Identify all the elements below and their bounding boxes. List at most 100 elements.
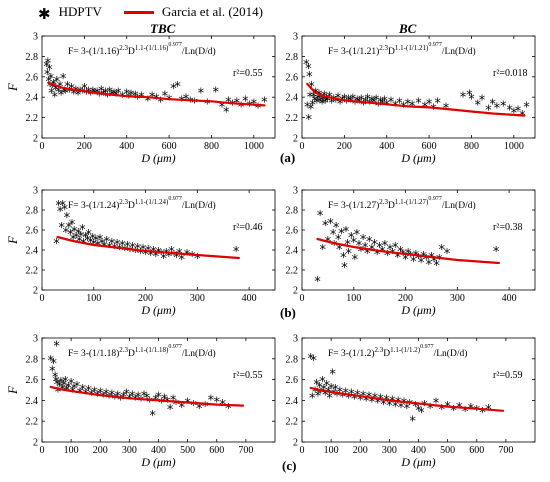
data-point: * (97, 233, 104, 248)
x-tick-label: 200 (77, 141, 92, 152)
data-point: * (43, 60, 50, 75)
data-point: * (330, 228, 337, 243)
data-point: * (129, 389, 136, 404)
data-point: * (415, 404, 422, 419)
data-point: * (325, 385, 332, 400)
data-point: * (47, 80, 54, 95)
data-point: * (64, 211, 71, 226)
data-point: * (106, 241, 113, 256)
data-point: * (87, 88, 94, 103)
data-point: * (223, 106, 230, 121)
data-point: * (100, 88, 107, 103)
data-point: * (63, 226, 70, 241)
data-point: * (61, 85, 68, 100)
fit-equation: F= 3-(1/1.2)2.3D1.1-(1/1.2)0.977/Ln(D/d) (328, 344, 467, 359)
data-point: * (322, 219, 329, 234)
y-tick-label: 2.2 (286, 417, 299, 428)
data-point: * (157, 96, 164, 111)
row-label-a: (a) (280, 150, 296, 165)
r-squared-label: r²=0.59 (493, 370, 522, 381)
data-point: * (191, 97, 198, 112)
data-point: * (62, 86, 69, 101)
data-point: * (466, 88, 473, 103)
data-point: * (392, 241, 399, 256)
data-point: * (309, 392, 316, 407)
data-point: * (85, 228, 92, 243)
data-point: * (402, 253, 409, 268)
data-point: * (363, 395, 370, 410)
data-point: * (306, 113, 313, 128)
data-point: * (48, 72, 55, 87)
data-point: * (93, 234, 100, 249)
y-tick-label: 2.4 (26, 246, 39, 257)
data-point: * (427, 402, 434, 417)
data-point: * (141, 389, 148, 404)
fit-equation: F= 3-(1/1.18)2.3D1.1-(1/1.18)0.977/Ln(D/… (68, 344, 216, 359)
data-point: * (320, 93, 327, 108)
legend-line-label: Garcia et al. (2014) (161, 4, 263, 19)
y-tick-label: 2 (293, 438, 298, 449)
data-point: * (400, 101, 407, 116)
data-point: * (515, 105, 522, 120)
x-axis-label: D (μm) (400, 151, 435, 165)
plot-frame (301, 189, 536, 291)
data-point: * (479, 93, 486, 108)
y-tick-label: 2.8 (286, 354, 299, 365)
x-tick-label: 0 (40, 141, 45, 152)
data-point: * (395, 396, 402, 411)
data-point: * (322, 97, 329, 112)
data-point: * (307, 352, 314, 367)
data-point: * (219, 101, 226, 116)
data-point: * (333, 96, 340, 111)
legend-line-swatch (123, 10, 154, 14)
data-point: * (111, 242, 118, 257)
data-point: * (119, 239, 126, 254)
data-point: * (198, 86, 205, 101)
data-point: * (315, 92, 322, 107)
x-tick-label: 1000 (504, 141, 524, 152)
data-point: * (500, 100, 507, 115)
data-point: * (506, 104, 513, 119)
data-point: * (50, 357, 57, 372)
y-tick-label: 2.6 (286, 226, 299, 237)
data-point: * (123, 87, 130, 102)
data-point: * (444, 247, 451, 262)
data-point: * (423, 253, 430, 268)
x-tick-label: 600 (209, 445, 224, 456)
data-point: * (71, 87, 78, 102)
data-point: * (132, 394, 139, 409)
data-point: * (194, 252, 201, 267)
data-point: * (49, 81, 56, 96)
data-point: * (343, 225, 350, 240)
data-point: * (149, 409, 156, 424)
y-tick-label: 2 (33, 286, 38, 297)
data-point: * (475, 99, 482, 114)
data-point: * (69, 218, 76, 233)
data-point: * (80, 383, 87, 398)
data-point: * (53, 375, 60, 390)
data-point: * (348, 231, 355, 246)
x-tick-label: 0 (300, 141, 305, 152)
x-tick-label: 300 (190, 293, 205, 304)
y-tick-label: 2.8 (26, 206, 39, 217)
data-point: * (58, 88, 65, 103)
y-tick-label: 2.6 (26, 72, 39, 83)
data-point: * (494, 102, 501, 117)
data-point: * (387, 243, 394, 258)
fit-equation: F= 3-(1/1.16)2.3D1.1-(1/1.16)0.977/Ln(D/… (68, 42, 216, 57)
data-point: * (92, 87, 99, 102)
x-tick-label: 0 (300, 445, 305, 456)
data-point: * (493, 245, 500, 260)
y-axis-label: F (5, 82, 20, 92)
data-point: * (319, 98, 326, 113)
data-point: * (67, 228, 74, 243)
data-point: * (431, 255, 438, 270)
data-point: * (80, 237, 87, 252)
data-point: * (489, 98, 496, 113)
fit-curve (309, 386, 505, 412)
data-point: * (468, 402, 475, 417)
data-point: * (337, 98, 344, 113)
data-point: * (89, 232, 96, 247)
y-tick-label: 3 (293, 186, 298, 197)
data-point: * (389, 395, 396, 410)
